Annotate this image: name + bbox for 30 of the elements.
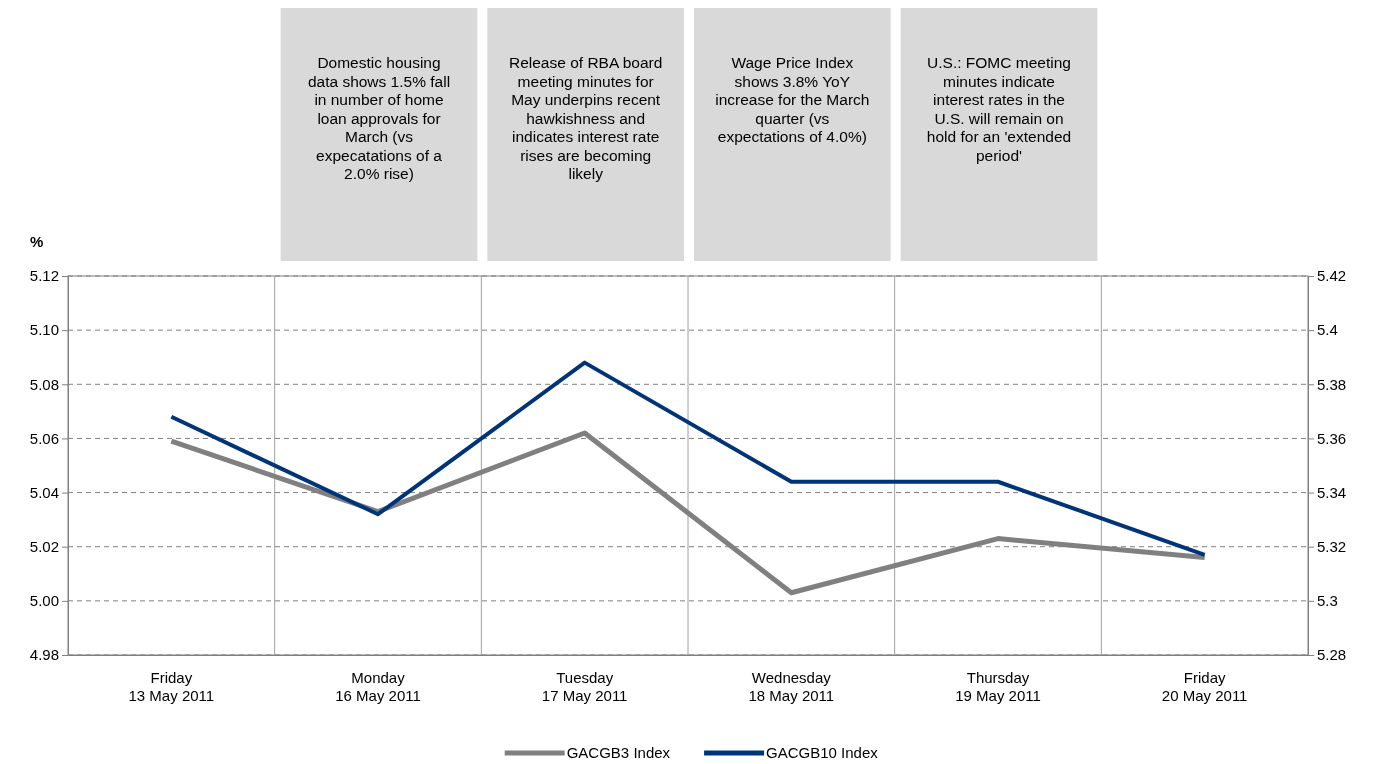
- y-tick-label: 5.06: [29, 429, 59, 447]
- x-tick-label: Monday 16 May 2011: [335, 669, 421, 704]
- legend-label: GACGB3 Index: [566, 744, 671, 761]
- text: Release of RBA board meeting minutes for May underpins recent hawkishness and indicates interest rate rises are becoming likely: [508, 54, 663, 182]
- text: Domestic housing data shows 1.5% fall in number of home loan approvals for March (vs expecatations of a 2.0% rise): [307, 54, 451, 182]
- y-tick-label: 5.10: [29, 321, 59, 339]
- y2-tick-label: 5.42: [1317, 267, 1347, 285]
- y-tick-label: 5.00: [29, 592, 59, 610]
- y-tick-label: 5.08: [29, 375, 59, 393]
- y2-tick-label: 5.38: [1317, 375, 1347, 393]
- text: Wage Price Index shows 3.8% YoY increase for the March quarter (vs expectations of 4.0%): [715, 54, 870, 145]
- y2-tick-label: 5.36: [1317, 429, 1347, 447]
- x-tick-label: Friday 20 May 2011: [1161, 669, 1248, 704]
- text: U.S.: FOMC meeting minutes indicate interest rates in the U.S. will remain on hold for an 'extended period': [926, 54, 1072, 164]
- y-tick-label: 5.04: [29, 483, 59, 501]
- y2-tick-label: 5.3: [1317, 592, 1338, 610]
- y2-tick-label: 5.32: [1317, 538, 1347, 556]
- x-tick-label: Wednesday 18 May 2011: [748, 669, 835, 704]
- line-series: [169, 360, 1207, 557]
- x-tick-label: Thursday 19 May 2011: [955, 669, 1041, 704]
- y-axis-title: %: [30, 233, 44, 250]
- legend-label: GACGB10 Index: [766, 744, 879, 761]
- y2-tick-label: 5.34: [1317, 483, 1347, 501]
- y2-tick-label: 5.4: [1317, 321, 1338, 339]
- y-tick-label: 4.98: [29, 646, 59, 664]
- y2-tick-label: 5.28: [1317, 646, 1347, 664]
- x-tick-label: Friday 13 May 2011: [128, 669, 215, 704]
- x-tick-label: Tuesday 17 May 2011: [541, 669, 628, 704]
- y-tick-label: 5.12: [29, 267, 59, 285]
- y-tick-label: 5.02: [29, 538, 59, 556]
